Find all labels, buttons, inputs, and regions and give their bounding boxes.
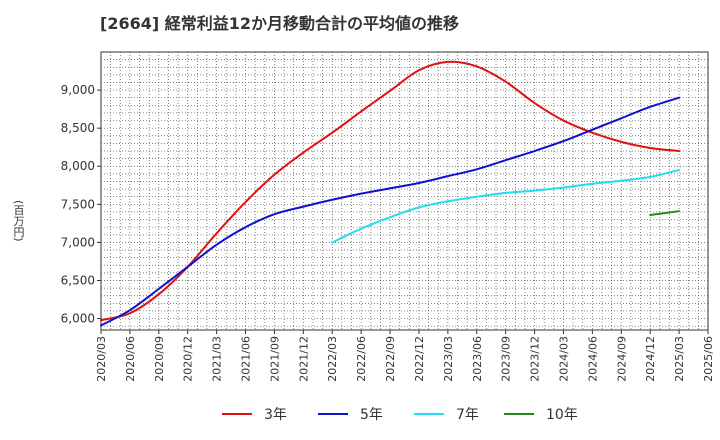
y-tick-label: 7,500 bbox=[61, 197, 95, 211]
x-tick-label: 2022/09 bbox=[384, 336, 397, 382]
x-tick-label: 2024/09 bbox=[615, 336, 628, 382]
series-line-4 bbox=[649, 210, 681, 216]
y-axis-label: (百万円) bbox=[12, 200, 25, 242]
x-tick-label: 2021/06 bbox=[240, 336, 253, 382]
x-tick-label: 2025/03 bbox=[673, 336, 686, 382]
x-tick-label: 2021/03 bbox=[211, 336, 224, 382]
y-tick-labels: 6,000 6,500 7,000 7,500 8,000 8,500 9,000 bbox=[61, 83, 101, 326]
series-line-3 bbox=[331, 169, 681, 244]
legend: 3年 5年 7年 10年 bbox=[222, 407, 578, 423]
x-tick-label: 2020/12 bbox=[182, 336, 195, 382]
chart-title: [2664] 経常利益12か月移動合計の平均値の推移 bbox=[100, 14, 459, 33]
x-tick-label: 2020/06 bbox=[124, 336, 137, 382]
legend-label-3: 7年 bbox=[456, 407, 479, 423]
y-tick-label: 7,000 bbox=[61, 235, 95, 249]
x-tick-label: 2021/12 bbox=[297, 336, 310, 382]
legend-label-2: 5年 bbox=[360, 407, 383, 423]
x-tick-label: 2020/03 bbox=[95, 336, 108, 382]
y-tick-label: 6,500 bbox=[61, 273, 95, 287]
x-tick-label: 2025/06 bbox=[702, 336, 715, 382]
x-tick-label: 2024/12 bbox=[644, 336, 657, 382]
y-tick-label: 6,000 bbox=[61, 312, 95, 326]
y-tick-label: 8,500 bbox=[61, 121, 95, 135]
x-tick-label: 2024/06 bbox=[586, 336, 599, 382]
x-tick-label: 2023/03 bbox=[442, 336, 455, 382]
x-tick-label: 2022/03 bbox=[326, 336, 339, 382]
x-tick-label: 2023/12 bbox=[529, 336, 542, 382]
plot-area bbox=[100, 51, 709, 331]
series-line-1 bbox=[100, 60, 681, 322]
y-tick-label: 8,000 bbox=[61, 159, 95, 173]
legend-label-4: 10年 bbox=[546, 407, 578, 423]
grid-layer bbox=[101, 52, 708, 330]
x-tick-label: 2022/06 bbox=[355, 336, 368, 382]
x-tick-label: 2023/09 bbox=[500, 336, 513, 382]
legend-label-1: 3年 bbox=[264, 407, 287, 423]
x-tick-label: 2020/09 bbox=[153, 336, 166, 382]
series-layer bbox=[100, 60, 681, 327]
series-line-2 bbox=[100, 96, 681, 327]
x-tick-labels: 2020/03 2020/06 2020/09 2020/12 2021/03 2021/… bbox=[95, 330, 715, 382]
x-tick-label: 2024/03 bbox=[557, 336, 570, 382]
x-tick-label: 2023/06 bbox=[471, 336, 484, 382]
x-tick-label: 2021/09 bbox=[268, 336, 281, 382]
x-tick-label: 2022/12 bbox=[413, 336, 426, 382]
y-tick-label: 9,000 bbox=[61, 83, 95, 97]
